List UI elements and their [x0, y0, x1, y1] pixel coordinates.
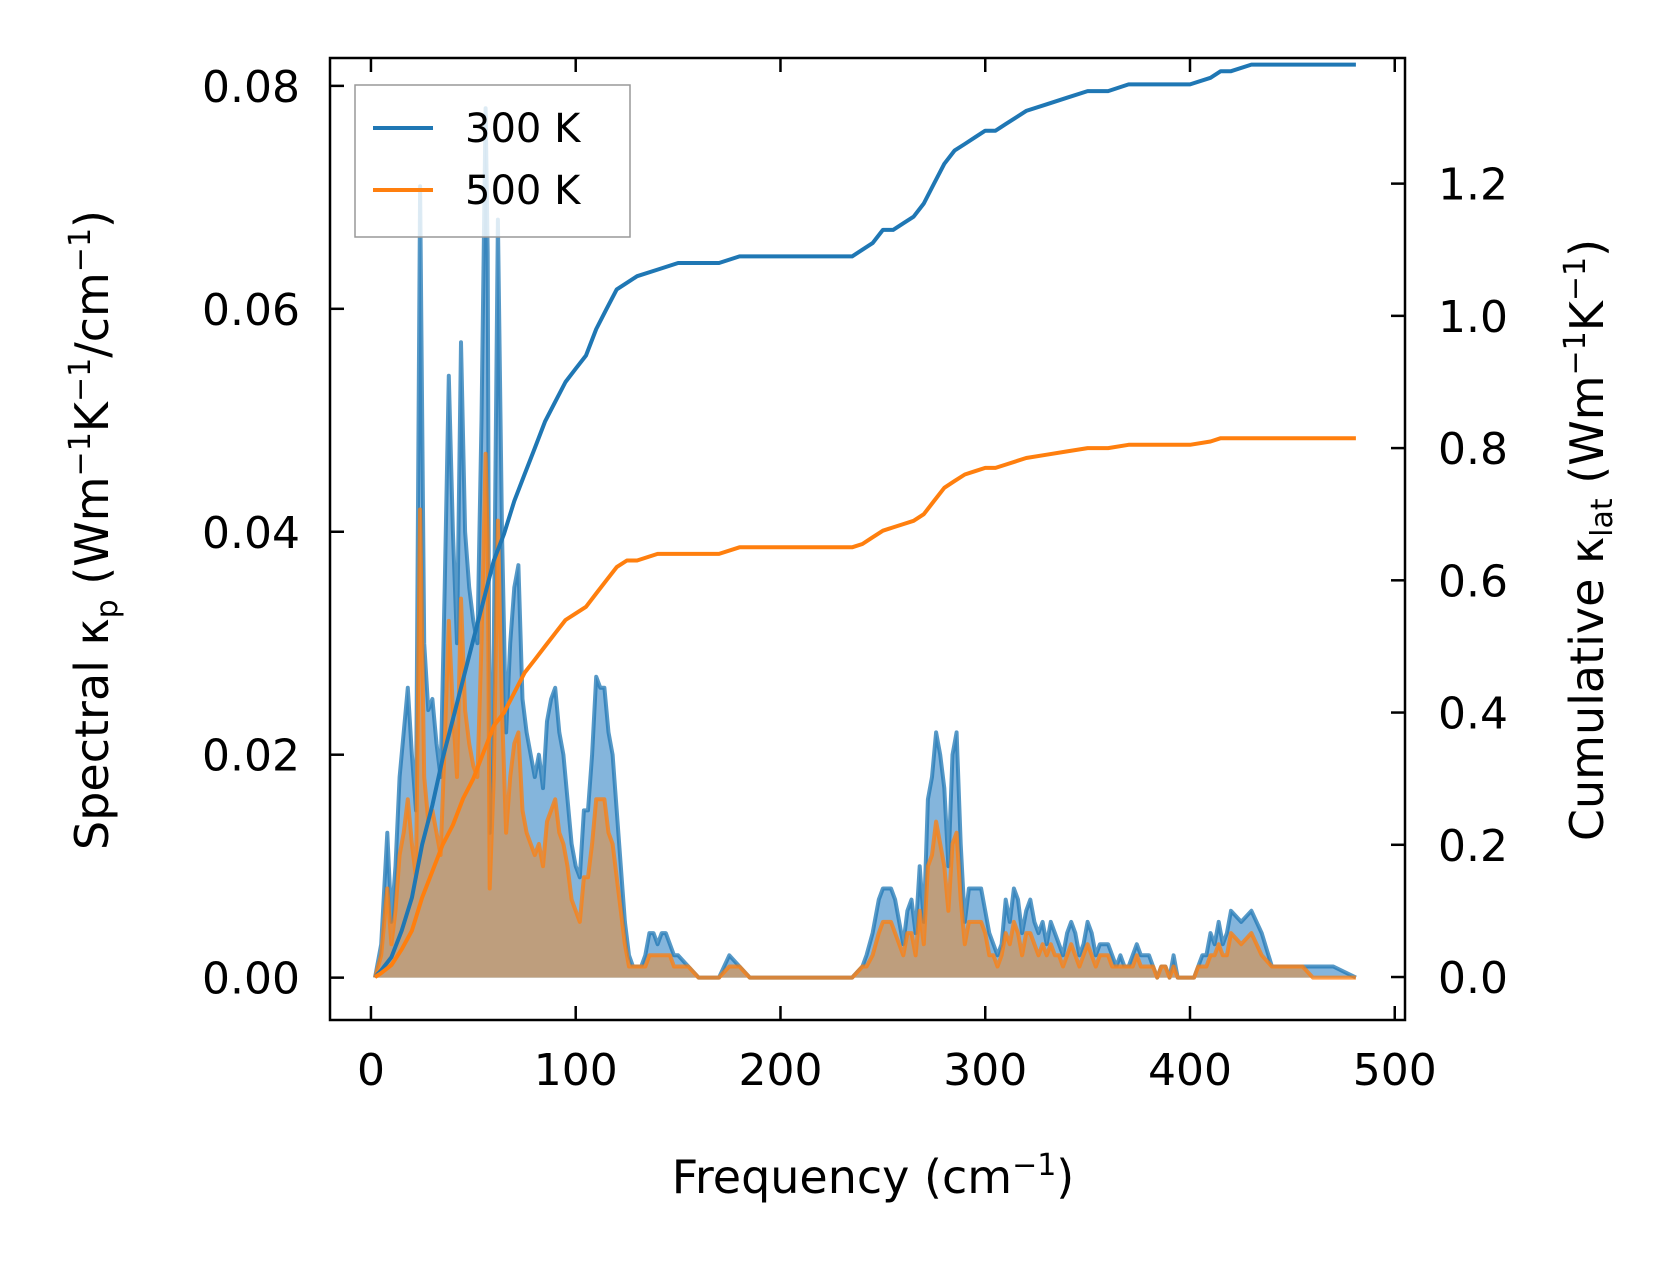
spectral-line-300-k — [373, 106, 1357, 980]
legend-box — [354, 84, 631, 238]
spectral-area-500-k — [375, 453, 1356, 978]
y-right-tick-label: 1.0 — [1438, 292, 1508, 343]
x-tick-label: 200 — [738, 1045, 822, 1096]
legend: 300 K 500 K — [354, 84, 631, 238]
y-left-tick-label: 0.08 — [202, 62, 300, 113]
y-right-tick-label: 0.6 — [1438, 556, 1508, 607]
y-right-tick-label: 0.2 — [1438, 821, 1508, 872]
cumulative-lines — [373, 62, 1356, 979]
x-tick-label: 500 — [1353, 1045, 1437, 1096]
axes: 0 100 200 300 400 500 0.00 0.02 0.04 0.06 0.08 0.0 0… — [202, 56, 1508, 1096]
legend-label-300-k: 300 K — [465, 106, 582, 152]
cumulative-line-300-k — [373, 62, 1356, 979]
x-axis-title: Frequency (cm−1) — [672, 1148, 1075, 1204]
y-right-tick-label: 1.2 — [1438, 160, 1508, 211]
y-right-tick-label: 0.8 — [1438, 424, 1508, 475]
y-left-tick-label: 0.00 — [202, 954, 300, 1005]
y-left-tick-label: 0.04 — [202, 508, 300, 559]
x-tick-label: 100 — [534, 1045, 618, 1096]
legend-label-500-k: 500 K — [465, 168, 582, 214]
left-y-axis-title: Spectral κp (Wm−1K−1/cm−1) — [63, 210, 125, 850]
x-tick-label: 400 — [1148, 1045, 1232, 1096]
plot-frame — [328, 56, 1407, 1022]
y-left-tick-label: 0.02 — [202, 731, 300, 782]
x-tick-label: 0 — [357, 1045, 385, 1096]
x-tick-label: 300 — [943, 1045, 1027, 1096]
cumulative-line-500-k — [373, 436, 1356, 979]
y-right-tick-label: 0.0 — [1438, 953, 1508, 1004]
spectral-line-500-k — [373, 451, 1356, 980]
right-y-axis-title: Cumulative κlat (Wm−1K−1) — [1558, 239, 1620, 841]
spectral-fills — [373, 106, 1357, 980]
y-right-tick-label: 0.4 — [1438, 689, 1508, 740]
y-left-tick-label: 0.06 — [202, 285, 300, 336]
